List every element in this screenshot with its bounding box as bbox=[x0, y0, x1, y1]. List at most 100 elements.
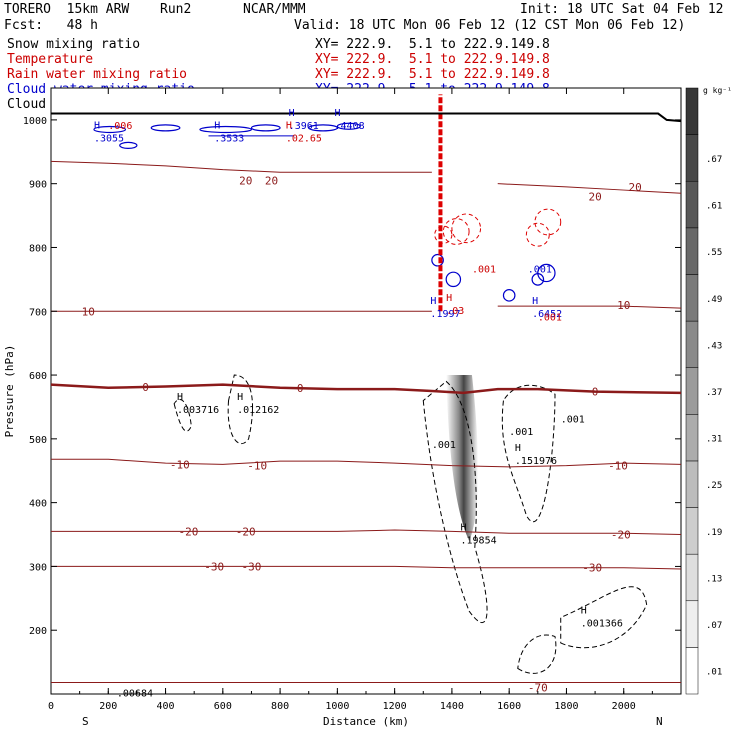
valid-time: Valid: 18 UTC Mon 06 Feb 12 (12 CST Mon … bbox=[294, 18, 686, 33]
temperature-contour bbox=[51, 529, 682, 536]
snow-contour bbox=[173, 399, 192, 432]
rain-contour bbox=[525, 222, 550, 247]
snow-contour bbox=[560, 586, 648, 649]
rain-contour bbox=[534, 208, 562, 236]
x-tick-label: 0 bbox=[48, 701, 54, 712]
cloud-water-contour bbox=[150, 124, 181, 132]
snow-contour bbox=[501, 384, 556, 523]
max-value-label: .001 bbox=[432, 440, 456, 451]
cloud-water-contour bbox=[308, 124, 338, 132]
max-value-label: .00684 bbox=[117, 689, 153, 700]
max-marker: H bbox=[214, 121, 220, 132]
colorbar-tick-label: .43 bbox=[706, 341, 722, 351]
colorbar-tick-label: .19 bbox=[706, 528, 722, 538]
field-name: Snow mixing ratio bbox=[7, 37, 141, 52]
max-marker: H bbox=[335, 108, 341, 119]
temperature-contour-label: 10 bbox=[617, 299, 630, 312]
colorbar-tick-label: .61 bbox=[706, 202, 722, 212]
y-axis-label: Pressure (hPa) bbox=[3, 345, 16, 438]
temperature-contour-label: -20 bbox=[179, 525, 199, 538]
y-tick-label: 500 bbox=[29, 435, 47, 446]
max-value-label: .4408 bbox=[335, 121, 365, 132]
max-marker: H bbox=[286, 121, 292, 132]
max-marker: H bbox=[177, 392, 183, 403]
colorbar-tick-label: .01 bbox=[706, 668, 722, 678]
max-value-label: .001 bbox=[528, 264, 552, 275]
snow-shading bbox=[446, 375, 479, 541]
temperature-contour-label: 20 bbox=[239, 174, 252, 187]
max-marker: H bbox=[581, 605, 587, 616]
run-label: Run2 bbox=[160, 2, 192, 17]
max-value-label: .001 bbox=[509, 427, 533, 438]
colorbar-segment bbox=[685, 414, 699, 462]
temperature-contour-label: 0 bbox=[592, 386, 599, 399]
cloud-water-contour bbox=[199, 125, 253, 134]
temperature-contour-label: 0 bbox=[142, 381, 149, 394]
colorbar-tick-label: .67 bbox=[706, 155, 722, 165]
rain-contour bbox=[451, 213, 482, 244]
temperature-contour-label: -30 bbox=[204, 560, 224, 573]
x-axis-label: Distance (km) bbox=[323, 715, 409, 728]
x-tick-label: 1600 bbox=[497, 701, 521, 712]
colorbar-segment bbox=[685, 460, 699, 508]
cloud-water-contour bbox=[119, 141, 138, 150]
temperature-contour-label: -10 bbox=[170, 458, 190, 471]
field-xy-range: XY= 222.9. 5.1 to 222.9.149.8 bbox=[315, 37, 550, 52]
cloud-water-contour bbox=[336, 122, 361, 130]
field-xy-range: XY= 222.9. 5.1 to 222.9.149.8 bbox=[315, 67, 550, 82]
max-value-label: .3961 bbox=[289, 121, 319, 132]
temperature-contour bbox=[50, 383, 682, 395]
south-label: S bbox=[82, 715, 89, 728]
x-tick-label: 1000 bbox=[325, 701, 349, 712]
max-marker: H bbox=[532, 296, 538, 307]
temperature-contour-label: -30 bbox=[242, 560, 262, 573]
center-label: NCAR/MMM bbox=[243, 2, 306, 17]
max-value-label: .1997 bbox=[430, 309, 460, 320]
temperature-contour-label: -10 bbox=[608, 460, 628, 473]
max-value-label: .03 bbox=[446, 306, 464, 317]
temperature-contour-label: -20 bbox=[611, 529, 631, 542]
y-tick-label: 600 bbox=[29, 371, 47, 382]
colorbar-segment bbox=[685, 320, 699, 368]
colorbar-tick-label: .55 bbox=[706, 248, 722, 258]
x-tick-label: 2000 bbox=[612, 701, 636, 712]
temperature-contour-label: 20 bbox=[629, 181, 642, 194]
cloud-water-contour bbox=[502, 288, 516, 302]
temperature-contour bbox=[50, 160, 432, 173]
colorbar-unit: g kg⁻¹ bbox=[703, 86, 732, 95]
y-tick-label: 300 bbox=[29, 562, 47, 573]
max-value-label: .003716 bbox=[177, 405, 219, 416]
temperature-contour-label: 10 bbox=[82, 305, 95, 318]
colorbar-segment bbox=[685, 647, 699, 695]
temperature-contour-label: 20 bbox=[265, 174, 278, 187]
colorbar-tick-label: .49 bbox=[706, 295, 722, 305]
max-value-label: .001 bbox=[538, 312, 562, 323]
forecast-hour: Fcst: 48 h bbox=[4, 18, 98, 33]
snow-contour bbox=[422, 380, 488, 624]
temperature-contour-label: 0 bbox=[297, 382, 304, 395]
temperature-contour bbox=[497, 183, 682, 194]
colorbar-segment bbox=[685, 553, 699, 602]
terrain-line bbox=[51, 112, 682, 123]
cloud-water-contour bbox=[537, 263, 556, 283]
max-value-label: .001 bbox=[561, 414, 585, 425]
max-value-label: .3055 bbox=[94, 134, 124, 145]
max-value-label: .001 bbox=[472, 264, 496, 275]
temperature-contour bbox=[51, 458, 682, 468]
x-tick-label: 600 bbox=[214, 701, 232, 712]
max-value-label: .19854 bbox=[461, 536, 497, 547]
temperature-contour-label: -30 bbox=[582, 562, 602, 575]
y-tick-label: 200 bbox=[29, 626, 47, 637]
cloud-water-contour bbox=[93, 125, 127, 134]
max-value-label: .3533 bbox=[214, 134, 244, 145]
colorbar-tick-label: .37 bbox=[706, 388, 722, 398]
max-marker: H bbox=[289, 108, 295, 119]
max-marker: H bbox=[461, 523, 467, 534]
colorbar-segment bbox=[685, 180, 699, 229]
rain-contour bbox=[442, 218, 470, 245]
temperature-contour bbox=[497, 305, 682, 309]
colorbar-segment bbox=[685, 87, 699, 135]
colorbar-segment bbox=[685, 274, 699, 322]
max-value-label: .006 bbox=[108, 121, 132, 132]
